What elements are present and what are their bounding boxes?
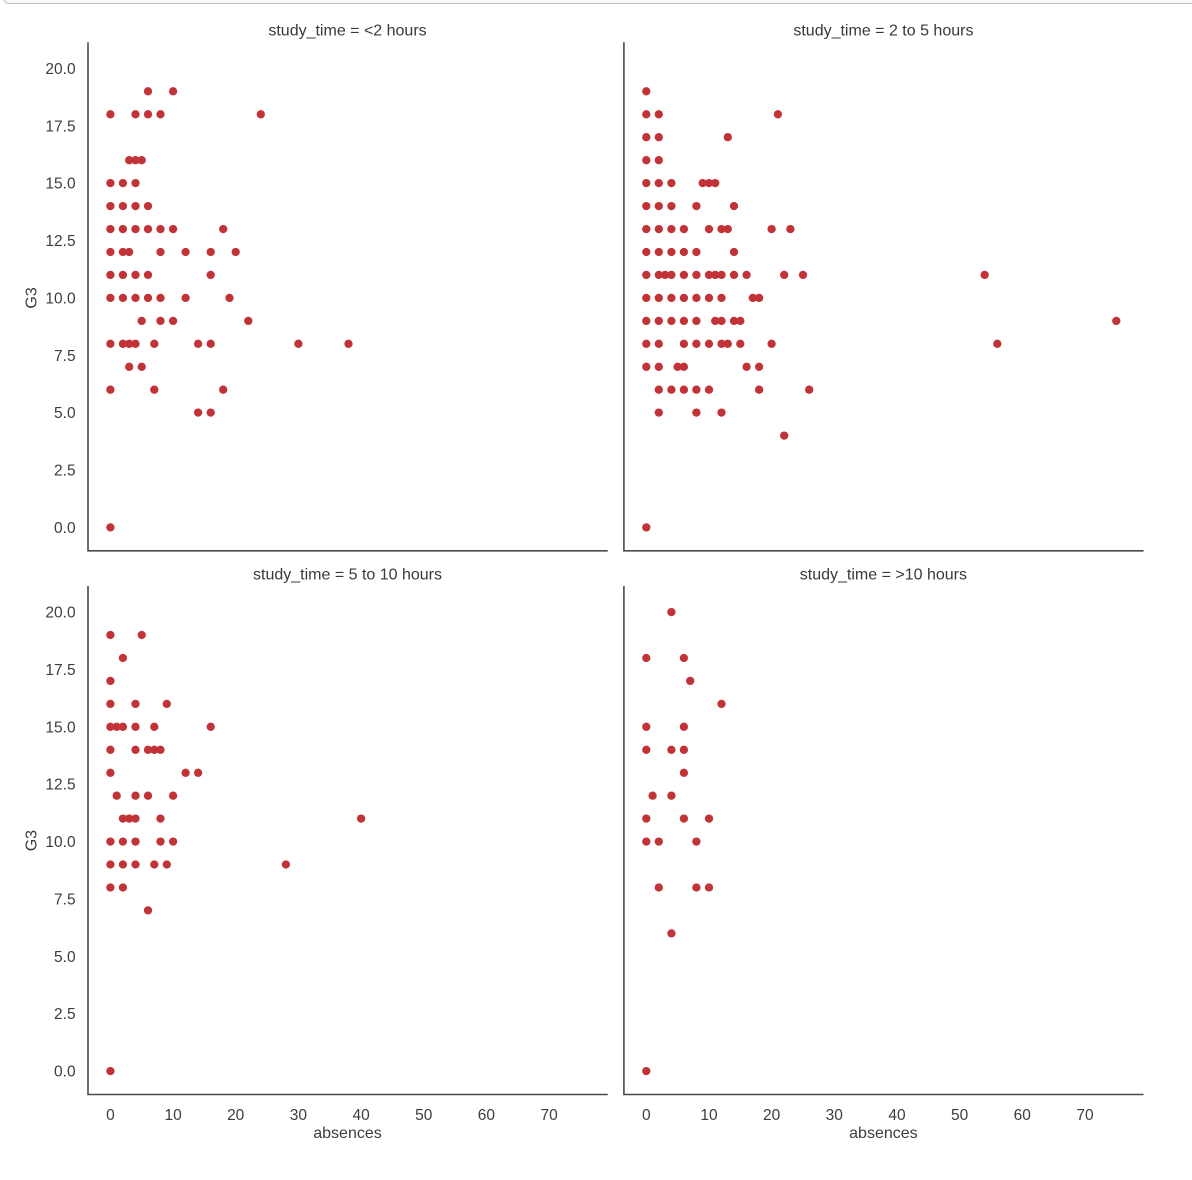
- svg-text:20: 20: [227, 1107, 245, 1124]
- svg-text:study_time = <2 hours: study_time = <2 hours: [268, 23, 426, 40]
- svg-text:40: 40: [352, 1107, 370, 1124]
- svg-text:12.5: 12.5: [45, 777, 75, 794]
- svg-text:60: 60: [478, 1107, 496, 1124]
- svg-text:20: 20: [763, 1107, 781, 1124]
- svg-text:40: 40: [888, 1107, 906, 1124]
- svg-text:2.5: 2.5: [54, 463, 76, 480]
- svg-text:15.0: 15.0: [45, 719, 76, 736]
- svg-text:5.0: 5.0: [54, 405, 76, 422]
- svg-text:10: 10: [700, 1107, 718, 1124]
- svg-text:G3: G3: [24, 830, 41, 851]
- svg-text:2.5: 2.5: [54, 1006, 76, 1023]
- svg-text:50: 50: [415, 1107, 433, 1124]
- svg-text:study_time = 5 to 10 hours: study_time = 5 to 10 hours: [253, 566, 442, 583]
- svg-text:30: 30: [826, 1107, 844, 1124]
- svg-text:30: 30: [290, 1107, 308, 1124]
- svg-text:study_time = >10 hours: study_time = >10 hours: [800, 566, 967, 583]
- svg-text:0.0: 0.0: [54, 520, 76, 537]
- svg-text:12.5: 12.5: [45, 233, 75, 250]
- svg-text:5.0: 5.0: [54, 949, 76, 966]
- svg-text:15.0: 15.0: [45, 176, 76, 193]
- svg-text:50: 50: [951, 1107, 969, 1124]
- svg-text:0: 0: [106, 1107, 115, 1124]
- svg-text:17.5: 17.5: [45, 118, 75, 135]
- svg-text:70: 70: [1076, 1107, 1094, 1124]
- svg-text:absences: absences: [313, 1125, 382, 1142]
- svg-text:G3: G3: [24, 287, 41, 308]
- svg-text:20.0: 20.0: [45, 61, 76, 78]
- svg-text:70: 70: [540, 1107, 558, 1124]
- svg-text:study_time = 2 to 5 hours: study_time = 2 to 5 hours: [793, 23, 973, 40]
- svg-text:60: 60: [1014, 1107, 1032, 1124]
- svg-text:10.0: 10.0: [45, 834, 76, 851]
- svg-text:10: 10: [164, 1107, 182, 1124]
- svg-text:7.5: 7.5: [54, 348, 76, 365]
- svg-text:7.5: 7.5: [54, 892, 76, 909]
- svg-text:20.0: 20.0: [45, 605, 76, 622]
- svg-text:0: 0: [642, 1107, 651, 1124]
- svg-text:absences: absences: [849, 1125, 918, 1142]
- svg-text:0.0: 0.0: [54, 1064, 76, 1081]
- svg-text:10.0: 10.0: [45, 290, 76, 307]
- svg-text:17.5: 17.5: [45, 662, 75, 679]
